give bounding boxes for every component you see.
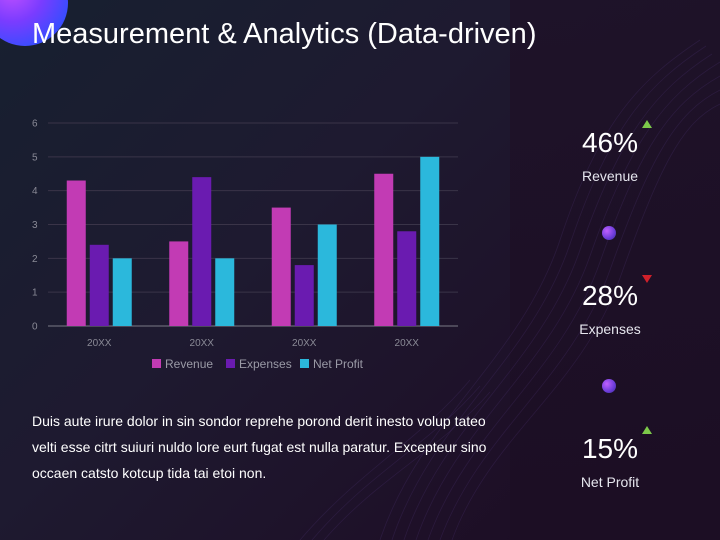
y-tick-label: 1 [32, 288, 38, 299]
y-tick-label: 5 [32, 152, 38, 163]
kpi-expenses-value: 28% [581, 275, 653, 313]
x-tick-label: 20XX [190, 338, 215, 349]
kpi-net-profit-percent: 15% [581, 433, 639, 464]
kpi-net-profit-label: Net Profit [580, 474, 640, 490]
legend-label: Net Profit [313, 357, 364, 371]
legend-swatch [226, 359, 235, 368]
bar-chart: 0 1 2 3 4 5 6 20XX 20XX 20XX 20XX Revenue Expenses Ne… [32, 119, 458, 371]
kpi-revenue: 46% Revenue [540, 120, 680, 184]
kpi-revenue-value: 46% [581, 120, 653, 160]
kpi-net-profit-value: 15% [581, 426, 653, 466]
trend-up-icon [642, 120, 653, 128]
kpi-expenses-label: Expenses [579, 321, 641, 337]
legend-swatch [152, 359, 161, 368]
bar-revenue [169, 241, 189, 326]
y-tick-label: 2 [32, 254, 38, 265]
kpi-revenue-percent: 46% [581, 127, 639, 158]
bar-expenses [192, 177, 212, 326]
legend-label: Revenue [165, 357, 213, 371]
bar-expenses [294, 265, 314, 326]
bar-revenue [271, 207, 291, 326]
legend-swatch [300, 359, 309, 368]
y-tick-label: 4 [32, 186, 38, 197]
kpi-net-profit: 15% Net Profit [540, 426, 680, 490]
kpi-expenses-percent: 28% [581, 280, 639, 311]
bar-expenses [89, 244, 109, 326]
x-tick-label: 20XX [292, 338, 317, 349]
x-tick-label: 20XX [395, 338, 420, 349]
body-paragraph: Duis aute irure dolor in sin sondor repr… [32, 413, 487, 481]
legend-label: Expenses [239, 357, 292, 371]
bar-net-profit [112, 258, 132, 326]
bar-net-profit [317, 224, 337, 326]
x-tick-label: 20XX [87, 338, 112, 349]
kpi-revenue-label: Revenue [581, 168, 639, 184]
bar-net-profit [420, 156, 440, 326]
slide-title: Measurement & Analytics (Data-driven) [32, 18, 537, 50]
separator-dot [602, 379, 616, 393]
y-tick-label: 3 [32, 220, 38, 231]
y-tick-label: 0 [32, 322, 38, 333]
separator-dot [602, 226, 616, 240]
kpi-panel [510, 0, 720, 540]
y-tick-label: 6 [32, 119, 38, 130]
bar-revenue [374, 173, 394, 326]
trend-up-icon [642, 426, 653, 434]
kpi-expenses: 28% Expenses [540, 275, 680, 337]
trend-down-icon [642, 275, 653, 283]
bar-expenses [397, 231, 417, 326]
bar-revenue [66, 180, 86, 326]
bar-net-profit [215, 258, 235, 326]
